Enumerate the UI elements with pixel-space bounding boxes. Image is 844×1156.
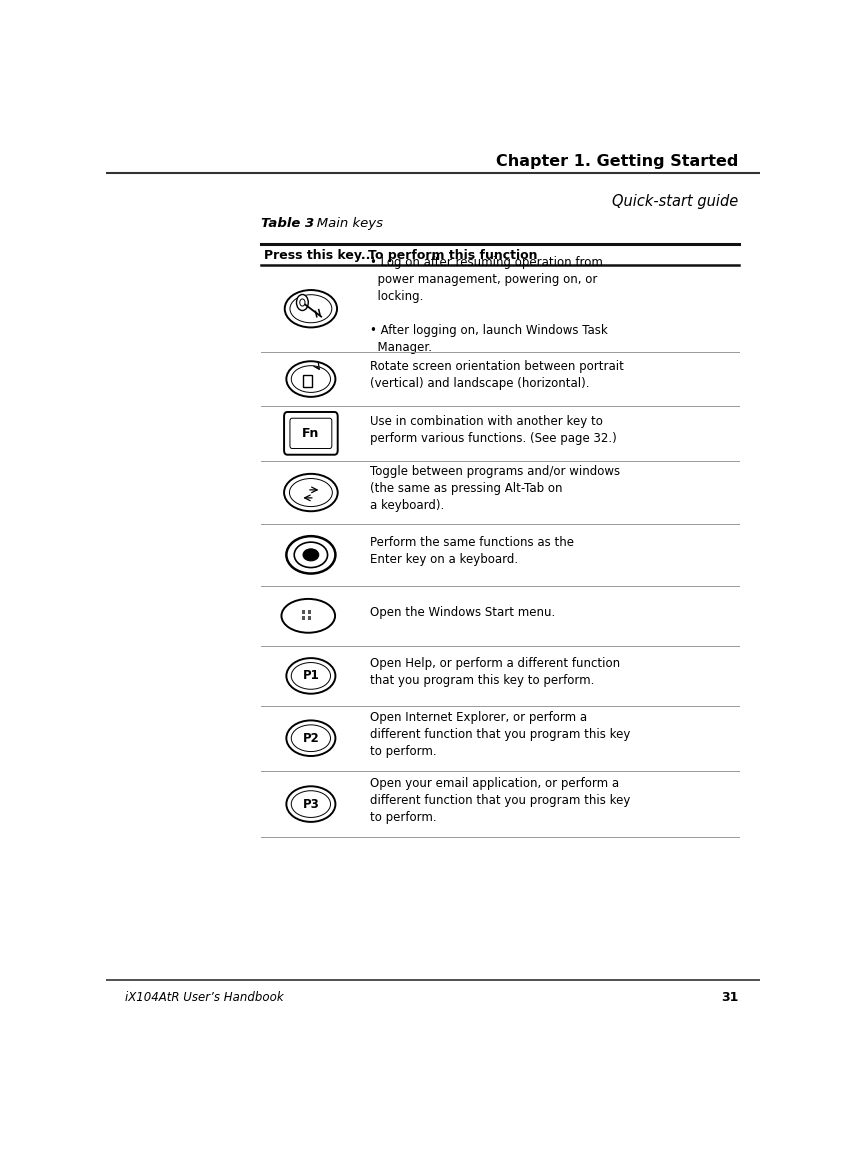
Ellipse shape (291, 662, 331, 689)
Ellipse shape (291, 365, 331, 392)
FancyBboxPatch shape (303, 375, 312, 387)
Ellipse shape (286, 361, 335, 397)
FancyBboxPatch shape (290, 418, 332, 449)
Text: Chapter 1. Getting Started: Chapter 1. Getting Started (496, 154, 738, 169)
FancyBboxPatch shape (307, 616, 311, 621)
Ellipse shape (289, 479, 333, 506)
Text: Main keys: Main keys (304, 217, 382, 230)
Text: 31: 31 (722, 991, 738, 1003)
Text: Fn: Fn (302, 427, 320, 439)
FancyBboxPatch shape (307, 609, 311, 614)
Text: Open Internet Explorer, or perform a
different function that you program this ke: Open Internet Explorer, or perform a dif… (370, 711, 630, 758)
Text: P3: P3 (302, 798, 319, 810)
Ellipse shape (286, 720, 335, 756)
Ellipse shape (281, 599, 335, 632)
FancyBboxPatch shape (302, 616, 305, 621)
Text: Rotate screen orientation between portrait
(vertical) and landscape (horizontal): Rotate screen orientation between portra… (370, 361, 624, 391)
Ellipse shape (286, 536, 335, 573)
Ellipse shape (284, 474, 338, 511)
Ellipse shape (291, 725, 331, 751)
Text: Quick-start guide: Quick-start guide (613, 194, 738, 209)
Text: Perform the same functions as the
Enter key on a keyboard.: Perform the same functions as the Enter … (370, 536, 574, 566)
Text: iX104AtR User’s Handbook: iX104AtR User’s Handbook (125, 991, 284, 1003)
Circle shape (300, 299, 305, 306)
Text: P2: P2 (302, 732, 319, 744)
Text: To perform this function: To perform this function (369, 249, 538, 262)
Ellipse shape (303, 549, 319, 561)
FancyBboxPatch shape (284, 412, 338, 454)
Ellipse shape (286, 658, 335, 694)
Text: Press this key...: Press this key... (264, 249, 376, 262)
Text: Open your email application, or perform a
different function that you program th: Open your email application, or perform … (370, 777, 630, 824)
Text: Use in combination with another key to
perform various functions. (See page 32.): Use in combination with another key to p… (370, 415, 616, 445)
Ellipse shape (284, 290, 337, 327)
Text: Toggle between programs and/or windows
(the same as pressing Alt-Tab on
a keyboa: Toggle between programs and/or windows (… (370, 466, 619, 512)
Text: Open Help, or perform a different function
that you program this key to perform.: Open Help, or perform a different functi… (370, 658, 619, 688)
FancyBboxPatch shape (302, 609, 305, 614)
Ellipse shape (290, 295, 332, 323)
Text: P1: P1 (302, 669, 319, 682)
Ellipse shape (291, 791, 331, 817)
Text: Open the Windows Start menu.: Open the Windows Start menu. (370, 606, 555, 618)
Ellipse shape (295, 542, 327, 568)
Ellipse shape (286, 786, 335, 822)
Text: Table 3: Table 3 (261, 217, 315, 230)
Text: • Log on after resuming operation from
  power management, powering on, or
  loc: • Log on after resuming operation from p… (370, 257, 608, 354)
Circle shape (296, 295, 308, 311)
